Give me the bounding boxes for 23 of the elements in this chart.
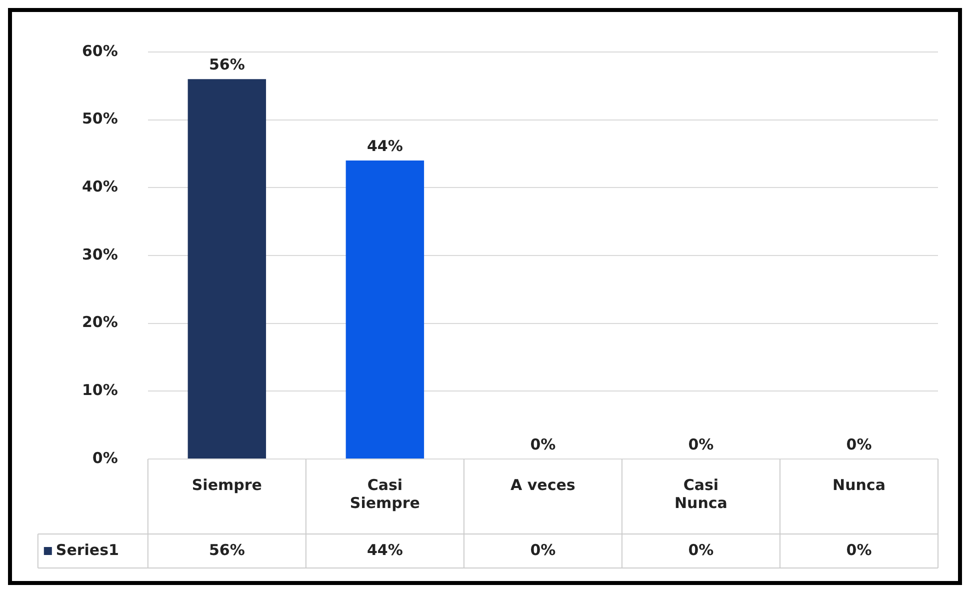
x-tick-label: Casi Siempre — [350, 476, 420, 512]
x-tick-label: Nunca — [832, 476, 886, 494]
y-tick-label: 10% — [82, 381, 118, 400]
text: 0% — [530, 435, 556, 454]
y-tick-label: 50% — [82, 110, 118, 128]
y-tick-label: 40% — [82, 178, 118, 196]
text: 56% — [208, 56, 245, 74]
y-tick-label: 60% — [82, 42, 118, 60]
legend-label: Series1 — [56, 540, 119, 559]
x-tick-label: A veces — [510, 476, 576, 494]
text: 0% — [688, 435, 714, 454]
x-tick-label: Siempre — [192, 476, 262, 494]
y-tick-label: 20% — [82, 313, 118, 332]
data-label: 0% — [530, 540, 556, 559]
data-label: 0% — [846, 540, 872, 559]
y-tick-label: 0% — [92, 448, 118, 467]
text: 44% — [366, 136, 403, 155]
data-label: 0% — [688, 540, 714, 559]
data-label: 44% — [366, 540, 403, 559]
data-label: 56% — [208, 540, 245, 559]
y-tick-label: 30% — [82, 245, 118, 264]
text: 0% — [846, 435, 872, 454]
x-tick-label: Casi Nunca — [674, 476, 728, 512]
